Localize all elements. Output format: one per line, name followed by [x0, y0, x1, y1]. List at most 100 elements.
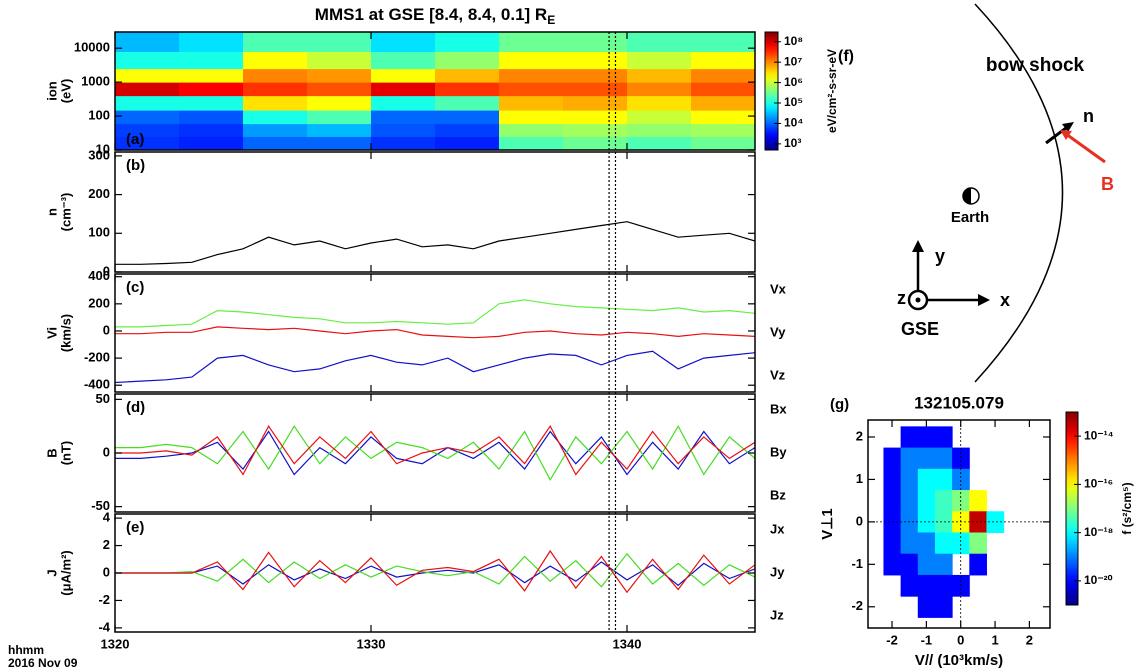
- heat-cell: [307, 68, 372, 83]
- heat-cell: [900, 468, 919, 491]
- colorbar-tick-label: 10³: [784, 136, 801, 150]
- heat-cell: [563, 110, 628, 125]
- heat-cell: [371, 68, 436, 83]
- normal-arrowhead: [1062, 122, 1074, 132]
- heat-cell: [627, 110, 692, 125]
- heat-cell: [499, 110, 564, 125]
- heat-cell: [371, 82, 436, 97]
- colorbar-tick-label: 10⁻¹⁴: [1084, 428, 1114, 442]
- heat-cell: [499, 51, 564, 70]
- series-line: [115, 221, 755, 265]
- heat-cell: [917, 426, 936, 449]
- series-line: [115, 424, 755, 482]
- heat-cell: [969, 553, 987, 576]
- heat-cell: [952, 447, 970, 470]
- heat-cell: [563, 95, 628, 111]
- legend-entry: Jz: [770, 607, 784, 622]
- heat-cell: [627, 51, 692, 70]
- panel-label: (c): [126, 279, 144, 296]
- heat-cell: [115, 110, 180, 125]
- heat-cell: [627, 136, 692, 150]
- date-label: 2016 Nov 09: [8, 656, 78, 670]
- heat-cell: [243, 32, 308, 52]
- heat-cell: [917, 511, 936, 533]
- x-tick-label: 1320: [101, 636, 130, 651]
- heat-cell: [115, 68, 180, 83]
- heat-cell: [934, 596, 953, 618]
- heat-cell: [952, 468, 970, 491]
- heat-cell: [243, 51, 308, 70]
- heat-cell: [179, 95, 244, 111]
- heat-cell: [179, 110, 244, 125]
- heat-cell: [917, 532, 936, 555]
- heat-cell: [969, 532, 987, 555]
- diagram-panel-label: (f): [838, 48, 854, 65]
- series-line: [115, 561, 755, 587]
- y-tick-label: 10: [96, 141, 110, 156]
- heat-cell: [371, 110, 436, 125]
- plot-area: [115, 221, 755, 265]
- panel-title: 132105.079: [914, 393, 1004, 412]
- heat-cell: [883, 447, 902, 470]
- y-tick-label: 1: [856, 471, 863, 486]
- series-line: [115, 350, 755, 384]
- heat-cell: [934, 447, 953, 470]
- y-axis-label: ion: [44, 81, 59, 101]
- heat-cell: [627, 68, 692, 83]
- heat-cell: [307, 123, 372, 137]
- z-axis-dot: [915, 297, 921, 303]
- y-tick-label: 2: [856, 428, 863, 443]
- heat-cell: [307, 51, 372, 70]
- heat-cell: [917, 574, 936, 597]
- heat-cell: [691, 95, 755, 111]
- heat-cell: [243, 123, 308, 137]
- heat-cell: [115, 123, 180, 137]
- heat-cell: [115, 95, 180, 111]
- panel-label: (g): [830, 396, 849, 413]
- heat-cell: [883, 490, 902, 512]
- heat-cell: [883, 468, 902, 491]
- heat-cell: [627, 32, 692, 52]
- colorbar-tick-label: 10⁶: [784, 75, 803, 89]
- y-tick-label: 200: [88, 295, 110, 310]
- heat-cell: [691, 68, 755, 83]
- x-tick-label: 1: [991, 632, 998, 647]
- y-axis-label: V⊥1: [819, 508, 836, 539]
- heat-cell: [435, 68, 500, 83]
- plot-frame: [114, 273, 756, 393]
- heat-cell: [179, 82, 244, 97]
- normal-label: n: [1083, 106, 1094, 126]
- legend-entry: Jx: [770, 521, 785, 536]
- colorbar-tick-label: 10⁻²⁰: [1084, 573, 1113, 587]
- plot-area: [115, 32, 755, 150]
- heat-cell: [435, 110, 500, 125]
- panel-label: (d): [126, 399, 145, 416]
- y-tick-label: -50: [91, 498, 110, 513]
- heat-cell: [917, 490, 936, 512]
- y-axis-label: Vi: [44, 327, 59, 339]
- heat-cell: [243, 110, 308, 125]
- colorbar-label: eV/cm²-s-sr-eV: [825, 49, 839, 133]
- heat-cell: [499, 123, 564, 137]
- series-line: [115, 430, 755, 476]
- y-tick-label: 4: [103, 510, 111, 525]
- heat-cell: [917, 596, 936, 618]
- y-tick-label: -4: [98, 619, 110, 634]
- y-axis-label: (nT): [58, 441, 73, 466]
- heat-cell: [934, 574, 953, 597]
- y-tick-label: 10000: [74, 40, 110, 55]
- y-axis-label: (cm⁻³): [58, 193, 73, 232]
- legend-entry: Bx: [770, 401, 787, 416]
- y-tick-label: -2: [851, 598, 863, 613]
- heat-cell: [691, 110, 755, 125]
- colorbar-tick-label: 10⁻¹⁶: [1084, 477, 1113, 491]
- y-axis-label: (μA/m²): [58, 550, 73, 596]
- plot-frame: [114, 31, 756, 151]
- heat-cell: [900, 490, 919, 512]
- heat-cell: [627, 123, 692, 137]
- heat-cell: [115, 51, 180, 70]
- heat-cell: [883, 532, 902, 555]
- heat-cell: [563, 32, 628, 52]
- colorbar: [764, 31, 779, 151]
- heat-cell: [563, 51, 628, 70]
